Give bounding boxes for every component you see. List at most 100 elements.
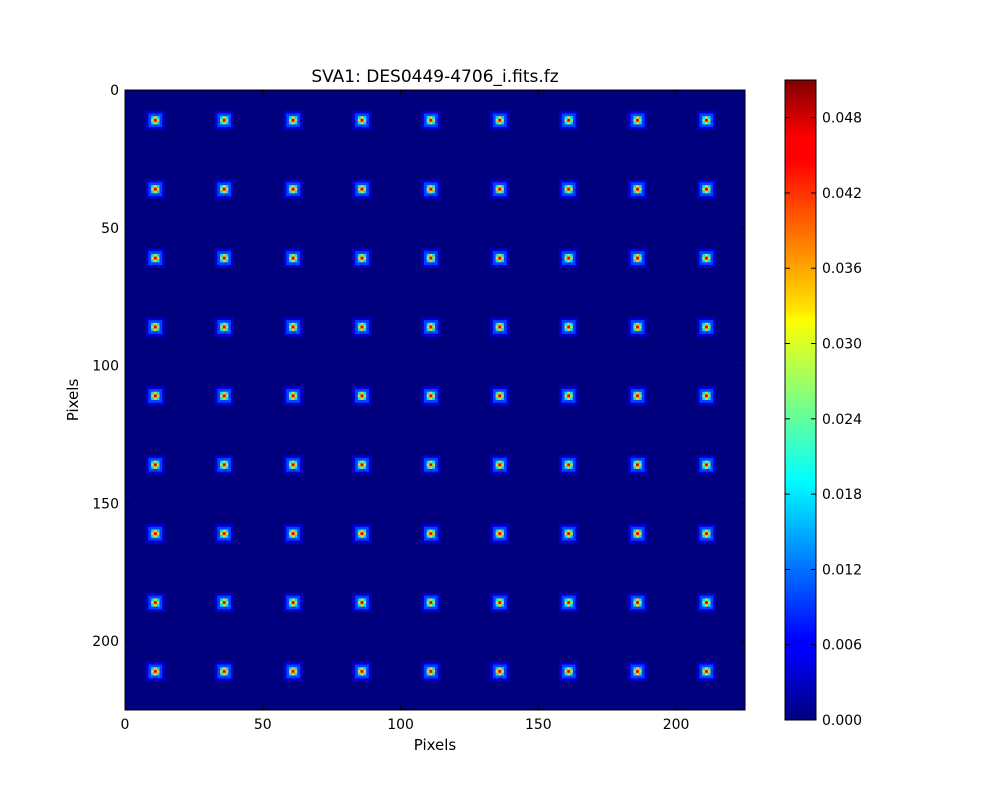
psf-stamp (559, 110, 579, 130)
psf-stamp (352, 386, 372, 406)
psf-core (222, 670, 226, 673)
psf-stamp (421, 524, 441, 544)
y-tick-label: 200 (92, 634, 119, 650)
psf-stamp (283, 248, 303, 268)
psf-core (705, 394, 708, 398)
psf-core (705, 325, 708, 329)
x-tick-label: 50 (254, 717, 272, 733)
y-tick-label: 100 (92, 359, 119, 375)
psf-stamp (696, 110, 717, 130)
psf-core (705, 118, 708, 122)
psf-stamp (559, 661, 579, 682)
psf-stamp (559, 524, 579, 544)
psf-core (291, 532, 295, 536)
plot-frame (124, 89, 746, 711)
colorbar-tick-label: 0.036 (822, 261, 862, 277)
psf-core (291, 325, 295, 329)
psf-stamp (283, 386, 303, 406)
psf-core (498, 325, 502, 329)
psf-core (567, 670, 571, 673)
psf-core (291, 601, 295, 604)
psf-stamp (283, 455, 303, 475)
psf-stamp (352, 524, 372, 544)
psf-stamp (283, 179, 303, 199)
psf-core (153, 325, 157, 329)
psf-stamp (214, 248, 234, 268)
psf-core (153, 187, 157, 191)
psf-core (567, 463, 571, 467)
y-tick-label: 0 (110, 83, 119, 99)
psf-stamp (490, 661, 510, 682)
psf-core (636, 601, 639, 604)
psf-stamp (352, 455, 372, 475)
psf-core (498, 532, 502, 536)
colorbar-gradient (784, 79, 817, 721)
y-tick-label: 50 (101, 221, 119, 237)
psf-core (498, 670, 502, 673)
psf-core (222, 532, 226, 536)
psf-core (360, 394, 364, 398)
psf-core (291, 118, 295, 122)
colorbar-ticks: 0.000 0.006 0.012 0.018 0.024 0.030 0.036 0.042… (785, 111, 862, 729)
psf-stamp (627, 248, 648, 268)
psf-core (153, 118, 157, 122)
psf-core (222, 256, 226, 260)
psf-stamp (421, 248, 441, 268)
psf-core (291, 670, 295, 673)
heatmap-plot-area (124, 89, 746, 711)
psf-core (429, 187, 433, 191)
psf-core (360, 118, 364, 122)
psf-stamp (145, 317, 165, 337)
psf-stamp (283, 317, 303, 337)
psf-stamp (145, 524, 165, 544)
psf-stamp (421, 179, 441, 199)
psf-stamp (490, 524, 510, 544)
psf-core (498, 187, 502, 191)
psf-stamp (559, 179, 579, 199)
psf-core (636, 463, 639, 467)
psf-core (567, 187, 571, 191)
psf-stamp (352, 179, 372, 199)
psf-stamp (559, 317, 579, 337)
psf-stamp (627, 110, 648, 130)
psf-stamp (627, 179, 648, 199)
colorbar-tick-label: 0.006 (822, 638, 862, 654)
psf-stamp (490, 179, 510, 199)
psf-stamp (145, 455, 165, 475)
psf-core (705, 670, 708, 673)
psf-stamp (214, 455, 234, 475)
colorbar-tick-label: 0.000 (822, 713, 862, 729)
psf-core (429, 670, 433, 673)
psf-stamp (214, 317, 234, 337)
psf-core (636, 256, 639, 260)
psf-stamp (214, 592, 234, 613)
psf-core (429, 601, 433, 604)
psf-core (291, 463, 295, 467)
psf-stamp (283, 110, 303, 130)
psf-core (153, 256, 157, 260)
psf-stamp (490, 455, 510, 475)
psf-core (429, 325, 433, 329)
psf-stamp (145, 661, 165, 682)
psf-core (705, 601, 708, 604)
psf-stamp (490, 110, 510, 130)
psf-core (429, 463, 433, 467)
psf-core (498, 463, 502, 467)
psf-stamp (352, 661, 372, 682)
colorbar-tick-label: 0.030 (822, 337, 862, 353)
psf-stamp (352, 592, 372, 613)
psf-stamp (421, 110, 441, 130)
psf-core (636, 325, 639, 329)
x-axis-label: Pixels (414, 736, 457, 754)
psf-core (636, 670, 639, 673)
psf-core (636, 532, 639, 536)
psf-core (498, 118, 502, 122)
psf-stamp (696, 524, 717, 544)
psf-core (360, 601, 364, 604)
psf-stamp (145, 179, 165, 199)
psf-core (567, 325, 571, 329)
y-axis-label: Pixels (64, 379, 82, 422)
psf-core (222, 325, 226, 329)
psf-stamp (283, 524, 303, 544)
psf-stamp (696, 248, 717, 268)
